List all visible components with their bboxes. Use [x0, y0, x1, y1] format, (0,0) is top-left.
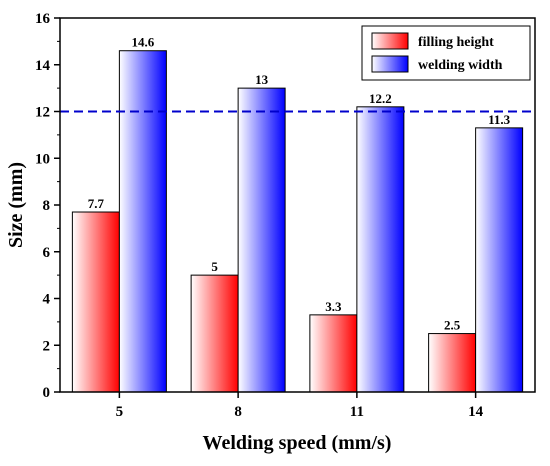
data-label-filling-height-11: 3.3 [325, 299, 342, 314]
legend-swatch-welding-width [371, 55, 409, 73]
x-tick-label-5: 5 [116, 404, 124, 420]
data-labels-layer: 7.7 14.6 5 13 3.3 12.2 2.5 11.3 [88, 35, 511, 333]
y-tick-label-6: 6 [43, 245, 51, 261]
data-label-filling-height-5: 7.7 [88, 196, 105, 211]
x-axis-title: Welding speed (mm/s) [203, 432, 392, 454]
bar-filling-height-5 [71, 211, 120, 393]
legend: filling height welding width [361, 25, 531, 81]
data-label-welding-width-8: 13 [255, 72, 269, 87]
data-label-filling-height-8: 5 [211, 259, 218, 274]
y-tick-label-12: 12 [35, 105, 50, 121]
data-label-filling-height-14: 2.5 [444, 318, 461, 333]
y-tick-label-0: 0 [43, 385, 51, 401]
legend-label-welding-width: welding width [418, 58, 503, 73]
y-tick-label-4: 4 [43, 292, 51, 308]
x-tick-label-14: 14 [468, 404, 484, 420]
y-axis: 0 2 4 6 8 10 12 14 16 [35, 11, 60, 401]
legend-label-filling-height: filling height [418, 35, 494, 50]
data-label-welding-width-14: 11.3 [488, 112, 511, 127]
bar-welding-width-11 [356, 106, 405, 393]
bars-layer [71, 50, 524, 393]
x-tick-label-8: 8 [234, 404, 242, 420]
y-tick-label-16: 16 [35, 11, 51, 27]
bar-filling-height-14 [428, 333, 477, 393]
legend-swatch-filling-height [371, 32, 409, 50]
bar-welding-width-14 [475, 127, 524, 393]
bar-welding-width-8 [237, 87, 286, 393]
y-tick-label-8: 8 [43, 198, 51, 214]
x-axis: 5 8 11 14 [116, 392, 484, 420]
y-tick-label-10: 10 [35, 151, 50, 167]
y-tick-label-14: 14 [35, 58, 51, 74]
data-label-welding-width-11: 12.2 [369, 91, 392, 106]
bar-filling-height-8 [190, 274, 239, 393]
y-axis-title: Size (mm) [5, 162, 27, 248]
x-tick-label-11: 11 [350, 404, 364, 420]
data-label-welding-width-5: 14.6 [132, 35, 155, 50]
y-tick-label-2: 2 [43, 338, 51, 354]
bar-welding-width-5 [118, 50, 167, 393]
bar-filling-height-11 [309, 314, 358, 393]
